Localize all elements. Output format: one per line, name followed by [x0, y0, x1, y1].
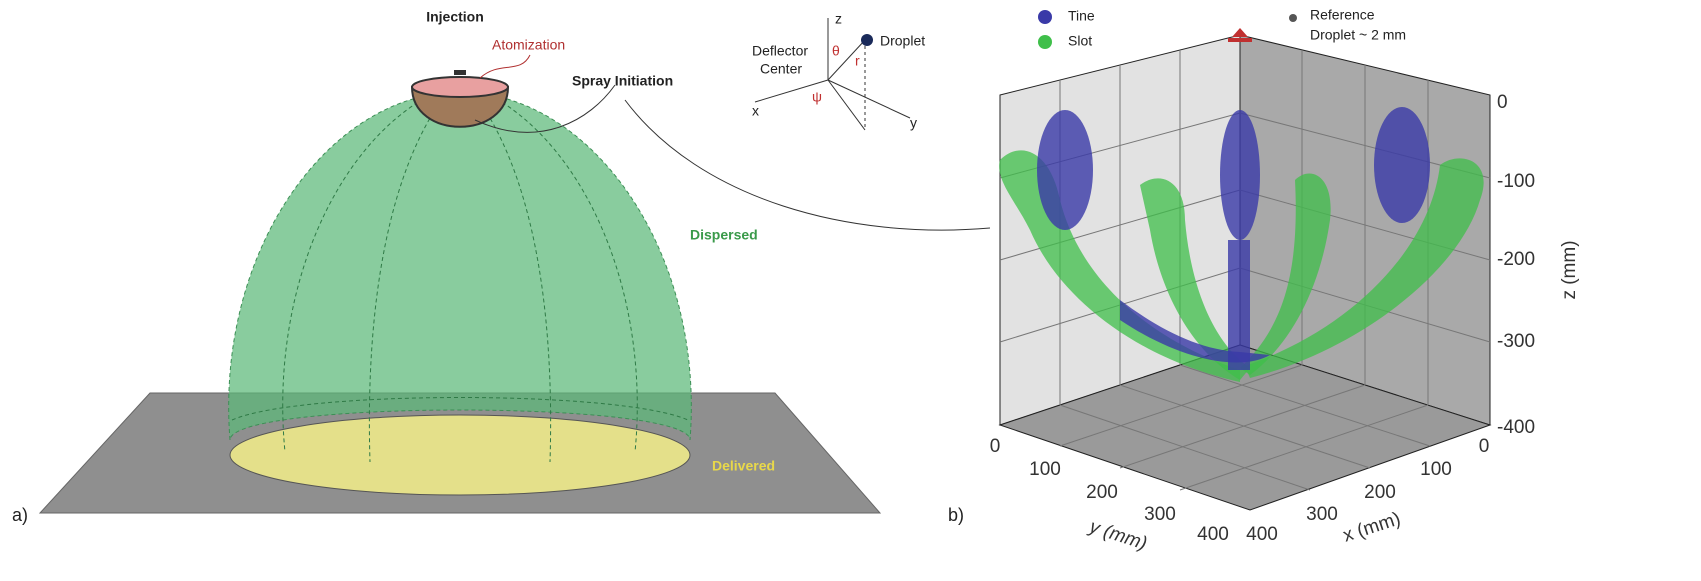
y-tick: 200: [1086, 482, 1118, 503]
legend-slot: Slot: [1068, 33, 1092, 49]
theta-label: θ: [832, 43, 840, 59]
delivered-area: [230, 415, 690, 495]
projection-base: [828, 80, 865, 130]
z-tick: -100: [1497, 171, 1535, 192]
r-label: r: [855, 53, 860, 69]
x-tick: 100: [1420, 459, 1452, 480]
x-tick: 200: [1364, 482, 1396, 503]
atomization-label: Atomization: [492, 37, 565, 53]
panel-b: Tine Slot Reference Droplet ~ 2 mm 0 -10…: [948, 7, 1580, 555]
z-label: z: [835, 11, 842, 27]
injection-label: Injection: [426, 9, 484, 25]
y-tick: 100: [1029, 459, 1061, 480]
legend-tine-marker: [1038, 10, 1052, 24]
spray-dome: [229, 92, 692, 440]
y-tick: 0: [990, 436, 1001, 457]
legend-slot-marker: [1038, 35, 1052, 49]
connector: [625, 100, 990, 230]
nozzle-top: [412, 77, 508, 97]
dispersed-label: Dispersed: [690, 227, 758, 243]
droplet-label: Droplet: [880, 33, 925, 49]
psi-label: ψ: [812, 89, 822, 105]
figure: Injection Atomization Spray Initiation D…: [0, 0, 1701, 581]
panel-a: Injection Atomization Spray Initiation D…: [12, 9, 990, 525]
x-tick: 0: [1479, 436, 1490, 457]
legend-tine: Tine: [1068, 8, 1095, 24]
x-tick: 300: [1306, 504, 1338, 525]
inset: z x y Deflector Center Droplet θ ψ r: [752, 11, 925, 131]
x-label: x: [752, 103, 759, 119]
panel-label: a): [12, 505, 28, 525]
reference-size: Droplet ~ 2 mm: [1310, 27, 1406, 43]
reference-dot: [1289, 14, 1297, 22]
reference-marker: [1228, 28, 1252, 42]
z-tick: -400: [1497, 417, 1535, 438]
y-axis-title: y (mm): [1085, 516, 1150, 555]
y-axis: [828, 80, 910, 118]
z-axis-title: z (mm): [1559, 240, 1580, 299]
droplet-dot: [861, 34, 873, 46]
atomization-pointer: [480, 55, 530, 78]
x-axis-title: x (mm): [1341, 508, 1404, 546]
center-label: Center: [760, 61, 802, 77]
y-label: y: [910, 115, 917, 131]
y-tick: 400: [1197, 524, 1229, 545]
reference-label: Reference: [1310, 7, 1375, 23]
y-tick: 300: [1144, 504, 1176, 525]
z-tick: -200: [1497, 249, 1535, 270]
injector: [454, 70, 466, 75]
z-tick: 0: [1497, 92, 1508, 113]
deflector-label: Deflector: [752, 43, 808, 59]
spray-initiation-label: Spray Initiation: [572, 73, 673, 89]
panel-label: b): [948, 505, 964, 525]
delivered-label: Delivered: [712, 458, 775, 474]
x-tick: 400: [1246, 524, 1278, 545]
z-tick: -300: [1497, 331, 1535, 352]
